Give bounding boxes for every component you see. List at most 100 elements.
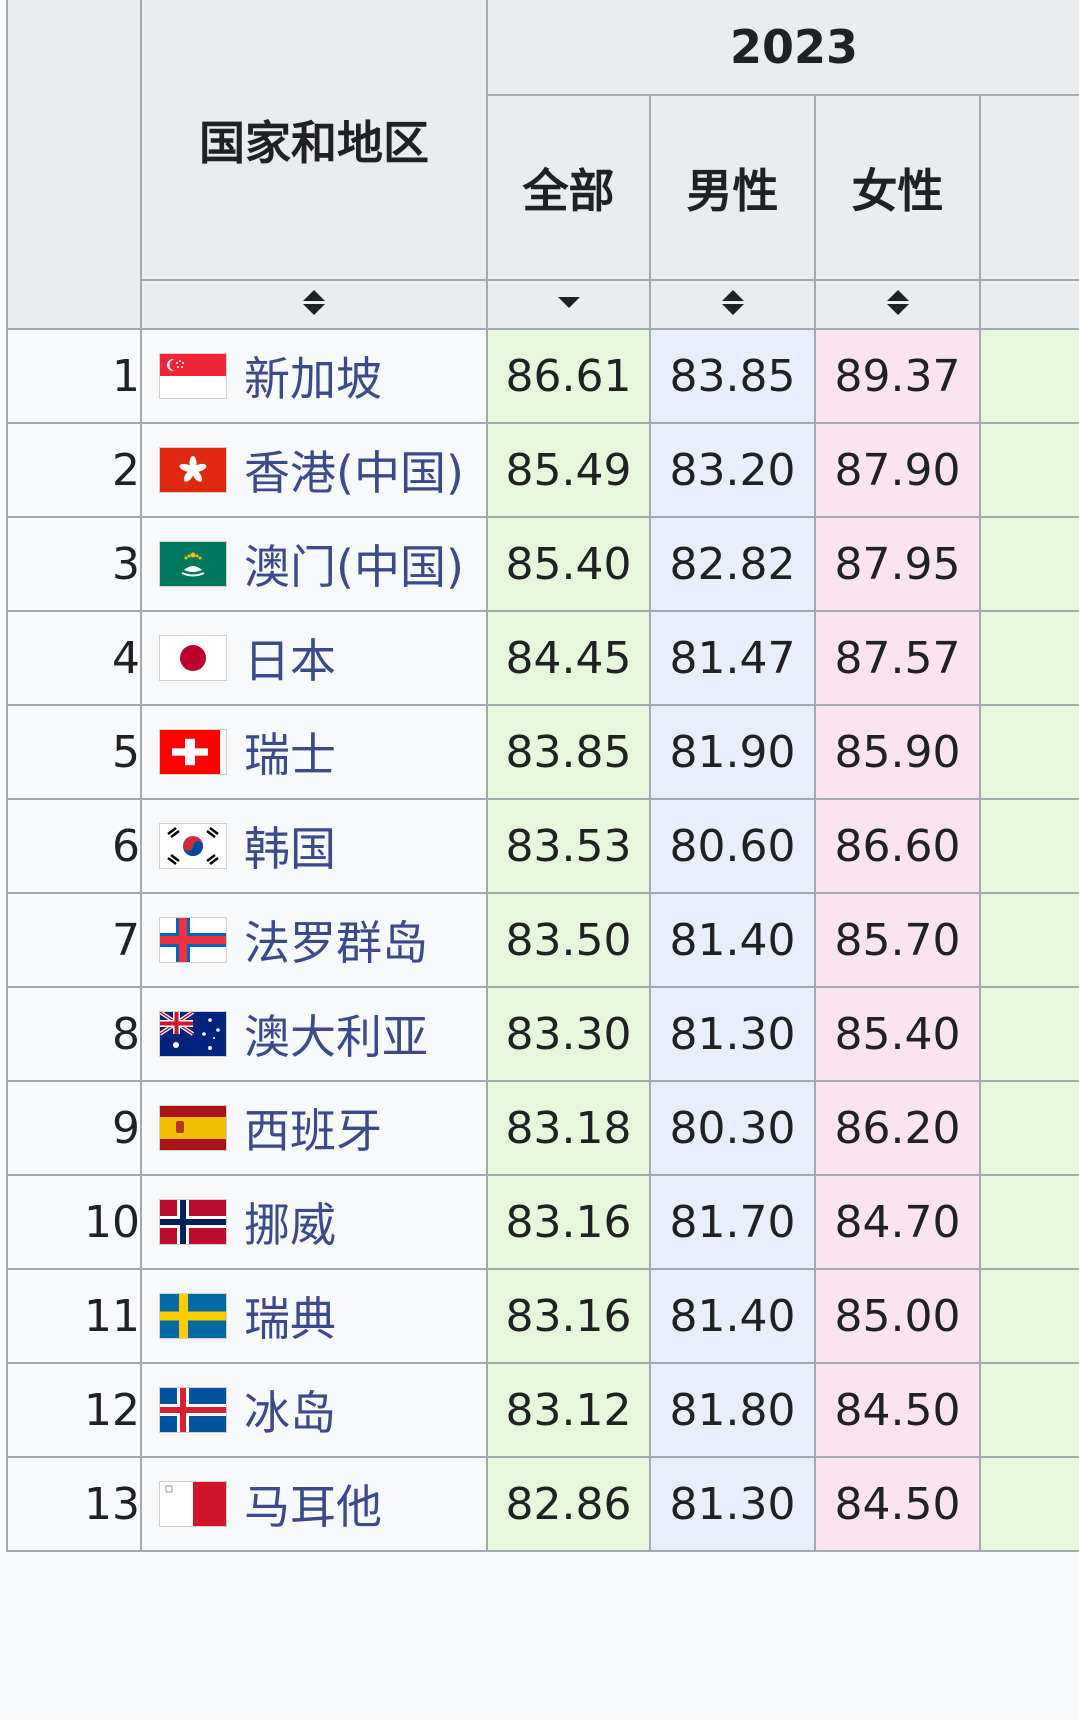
country-cell: 冰岛	[140, 1362, 488, 1458]
female-value: 87.95	[814, 516, 981, 612]
country-link[interactable]: 瑞典	[244, 1292, 336, 1346]
country-link[interactable]: 法罗群岛	[244, 916, 428, 970]
year-header: 2023	[485, 0, 1079, 96]
country-cell: 瑞典	[140, 1268, 488, 1364]
all-value: 83.16	[486, 1174, 651, 1270]
country-link[interactable]: 日本	[244, 634, 336, 688]
next-column-cell	[978, 1456, 1079, 1552]
sort-country-button[interactable]	[140, 279, 488, 330]
iceland-flag-icon	[160, 1388, 226, 1432]
next-column-cell	[978, 798, 1079, 894]
table-row: 6 韩国 83.53 80.60 86.60	[6, 798, 1079, 894]
male-value: 81.80	[649, 1362, 816, 1458]
female-header: 女性	[814, 94, 981, 281]
country-cell: 香港(中国)	[140, 422, 488, 518]
rank-cell: 3	[6, 516, 142, 612]
sort-female-button[interactable]	[814, 279, 981, 330]
country-cell: 澳大利亚	[140, 986, 488, 1082]
next-column-cell	[978, 610, 1079, 706]
rank-cell: 8	[6, 986, 142, 1082]
male-value: 81.30	[649, 1456, 816, 1552]
female-value: 84.50	[814, 1362, 981, 1458]
faroe-flag-icon	[160, 918, 226, 962]
table-row: 9 西班牙 83.18 80.30 86.20	[6, 1080, 1079, 1176]
female-value: 85.00	[814, 1268, 981, 1364]
next-column-cell	[978, 1268, 1079, 1364]
all-value: 83.53	[486, 798, 651, 894]
life-expectancy-table: 国家和地区 2023 全部 男性 女性 1 新加坡 86.61 83.85 89.37 2…	[6, 0, 1079, 1552]
male-value: 81.47	[649, 610, 816, 706]
malta-flag-icon	[160, 1482, 226, 1526]
country-link[interactable]: 挪威	[244, 1198, 336, 1252]
country-link[interactable]: 澳大利亚	[244, 1010, 428, 1064]
country-link[interactable]: 冰岛	[244, 1386, 336, 1440]
all-value: 86.61	[486, 328, 651, 424]
rank-cell: 5	[6, 704, 142, 800]
next-column-header	[978, 94, 1079, 281]
country-link[interactable]: 香港(中国)	[244, 446, 464, 500]
next-column-cell	[978, 1362, 1079, 1458]
female-value: 84.50	[814, 1456, 981, 1552]
rank-header	[6, 0, 142, 330]
male-header: 男性	[649, 94, 816, 281]
sort-male-button[interactable]	[649, 279, 816, 330]
table-row: 10 挪威 83.16 81.70 84.70	[6, 1174, 1079, 1270]
male-value: 80.30	[649, 1080, 816, 1176]
table-row: 5 瑞士 83.85 81.90 85.90	[6, 704, 1079, 800]
country-header: 国家和地区	[140, 0, 488, 281]
country-link[interactable]: 瑞士	[244, 728, 336, 782]
sort-all-button[interactable]	[486, 279, 651, 330]
male-value: 81.40	[649, 892, 816, 988]
all-value: 83.50	[486, 892, 651, 988]
all-value: 83.12	[486, 1362, 651, 1458]
country-link[interactable]: 韩国	[244, 822, 336, 876]
table-row: 13 马耳他 82.86 81.30 84.50	[6, 1456, 1079, 1552]
female-value: 89.37	[814, 328, 981, 424]
next-column-cell	[978, 892, 1079, 988]
sort-both-icon	[303, 288, 325, 318]
rank-cell: 1	[6, 328, 142, 424]
japan-flag-icon	[160, 636, 226, 680]
table-row: 4 日本 84.45 81.47 87.57	[6, 610, 1079, 706]
rank-cell: 7	[6, 892, 142, 988]
all-value: 84.45	[486, 610, 651, 706]
switzerland-flag-icon	[160, 730, 226, 774]
sort-next-button[interactable]	[978, 279, 1079, 330]
country-link[interactable]: 西班牙	[244, 1104, 382, 1158]
country-cell: 新加坡	[140, 328, 488, 424]
table-row: 12 冰岛 83.12 81.80 84.50	[6, 1362, 1079, 1458]
male-value: 81.90	[649, 704, 816, 800]
all-value: 85.40	[486, 516, 651, 612]
table-row: 11 瑞典 83.16 81.40 85.00	[6, 1268, 1079, 1364]
all-value: 85.49	[486, 422, 651, 518]
table-row: 1 新加坡 86.61 83.85 89.37	[6, 328, 1079, 424]
all-value: 83.85	[486, 704, 651, 800]
all-value: 83.30	[486, 986, 651, 1082]
all-header: 全部	[486, 94, 651, 281]
female-value: 85.90	[814, 704, 981, 800]
rank-cell: 11	[6, 1268, 142, 1364]
rank-cell: 10	[6, 1174, 142, 1270]
female-value: 84.70	[814, 1174, 981, 1270]
country-link[interactable]: 澳门(中国)	[244, 540, 464, 594]
macau-flag-icon	[160, 542, 226, 586]
country-cell: 瑞士	[140, 704, 488, 800]
female-value: 86.20	[814, 1080, 981, 1176]
sweden-flag-icon	[160, 1294, 226, 1338]
all-value: 83.16	[486, 1268, 651, 1364]
male-value: 81.30	[649, 986, 816, 1082]
table-row: 7 法罗群岛 83.50 81.40 85.70	[6, 892, 1079, 988]
next-column-cell	[978, 516, 1079, 612]
female-value: 87.57	[814, 610, 981, 706]
next-column-cell	[978, 328, 1079, 424]
male-value: 80.60	[649, 798, 816, 894]
all-value: 82.86	[486, 1456, 651, 1552]
female-value: 85.70	[814, 892, 981, 988]
country-link[interactable]: 马耳他	[244, 1480, 382, 1534]
sort-descending-icon	[557, 288, 580, 318]
country-link[interactable]: 新加坡	[244, 352, 382, 406]
rank-cell: 9	[6, 1080, 142, 1176]
korea-flag-icon	[160, 824, 226, 868]
sort-both-icon	[721, 288, 744, 318]
